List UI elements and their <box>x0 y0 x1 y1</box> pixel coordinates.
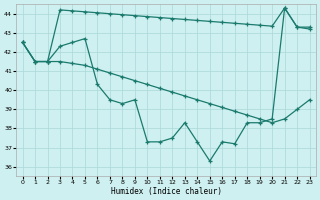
X-axis label: Humidex (Indice chaleur): Humidex (Indice chaleur) <box>111 187 221 196</box>
